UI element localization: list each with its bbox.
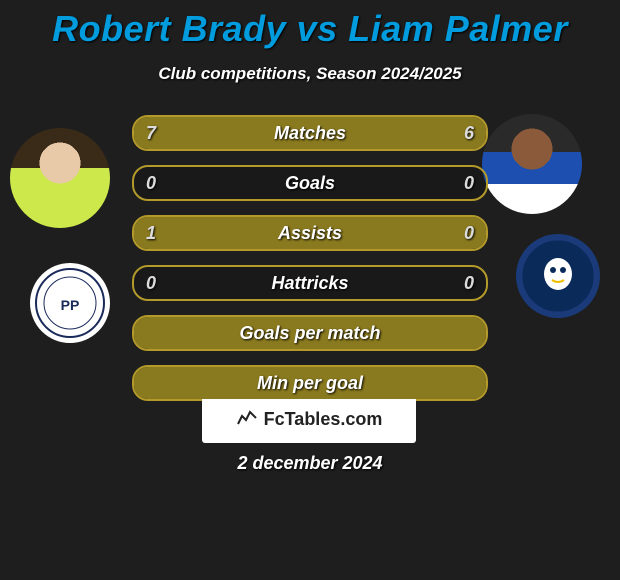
stat-label: Assists <box>278 223 342 244</box>
stat-left-value: 0 <box>146 267 156 299</box>
subtitle: Club competitions, Season 2024/2025 <box>0 64 620 84</box>
stat-right-value: 0 <box>464 267 474 299</box>
stat-right-value: 0 <box>464 217 474 249</box>
stat-row: 0 0 Goals <box>132 165 488 201</box>
stat-left-value: 1 <box>146 217 156 249</box>
branding-badge: FcTables.com <box>202 395 416 443</box>
stat-left-value: 0 <box>146 167 156 199</box>
stat-label: Goals <box>285 173 335 194</box>
stat-left-value: 7 <box>146 117 156 149</box>
page-title: Robert Brady vs Liam Palmer <box>0 0 620 50</box>
stat-row: 0 0 Hattricks <box>132 265 488 301</box>
stats-area: 7 6 Matches 0 0 Goals 1 0 Assists 0 0 Hattricks Goal… <box>0 115 620 415</box>
stat-label: Min per goal <box>257 373 363 394</box>
stat-label: Hattricks <box>271 273 348 294</box>
stat-label: Matches <box>274 123 346 144</box>
stat-right-value: 0 <box>464 167 474 199</box>
stat-row: 7 6 Matches <box>132 115 488 151</box>
stat-row: Goals per match <box>132 315 488 351</box>
stat-label: Goals per match <box>239 323 380 344</box>
branding-text: FcTables.com <box>264 409 383 430</box>
fctables-logo-icon <box>236 406 258 433</box>
stat-row: 1 0 Assists <box>132 215 488 251</box>
comparison-infographic: Robert Brady vs Liam Palmer Club competi… <box>0 0 620 580</box>
stat-row: Min per goal <box>132 365 488 401</box>
date-text: 2 december 2024 <box>0 453 620 474</box>
stat-right-value: 6 <box>464 117 474 149</box>
